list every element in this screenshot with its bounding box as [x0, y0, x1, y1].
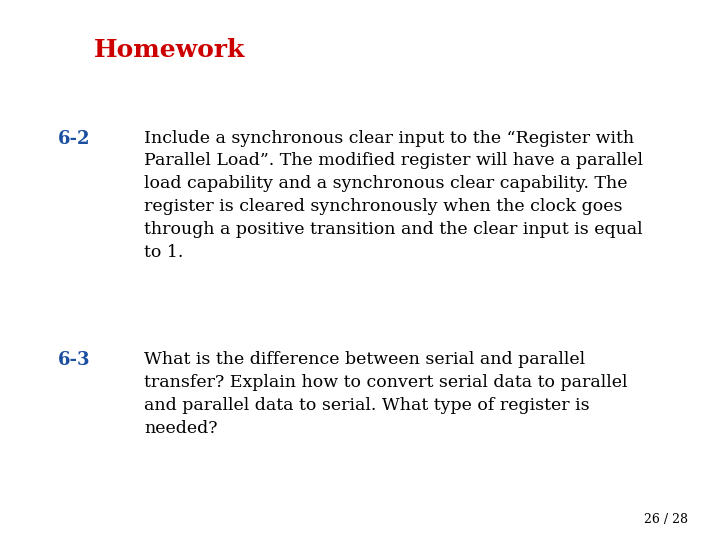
Text: Homework: Homework: [94, 38, 245, 62]
Text: What is the difference between serial and parallel
transfer? Explain how to conv: What is the difference between serial an…: [144, 351, 628, 436]
Text: Include a synchronous clear input to the “Register with
Parallel Load”. The modi: Include a synchronous clear input to the…: [144, 130, 643, 261]
Text: 26 / 28: 26 / 28: [644, 514, 688, 526]
Text: 6-2: 6-2: [58, 130, 90, 147]
Text: 6-3: 6-3: [58, 351, 90, 369]
